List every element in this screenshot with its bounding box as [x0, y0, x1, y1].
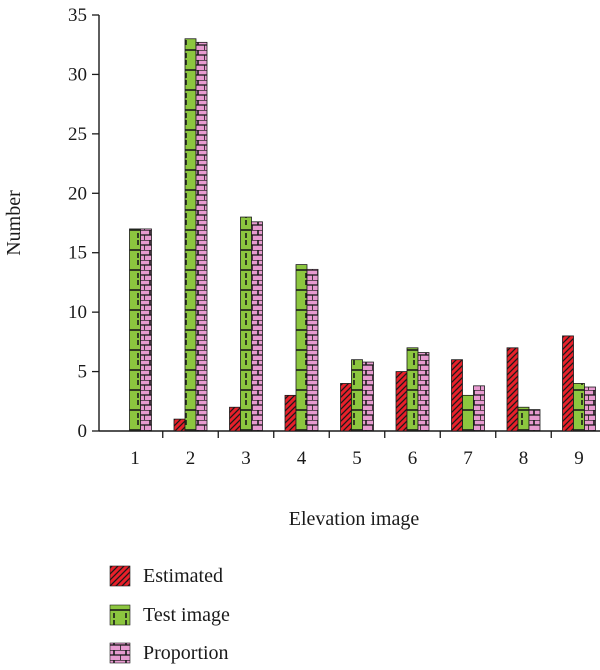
- bar-test-image-1: [129, 228, 141, 432]
- x-tick-label: 8: [519, 448, 529, 469]
- y-tick-label: 10: [68, 302, 87, 323]
- y-axis-title: Number: [3, 190, 25, 256]
- x-tick-label: 3: [241, 448, 251, 469]
- x-tick-label: 5: [352, 448, 362, 469]
- legend-label-test-image: Test image: [143, 604, 230, 626]
- bar-proportion-3: [251, 221, 263, 432]
- y-tick-label: 0: [78, 421, 88, 442]
- bar-estimated-9: [562, 335, 574, 432]
- y-tick-label: 20: [68, 183, 87, 204]
- x-tick-label: 6: [408, 448, 418, 469]
- x-tick-label: 9: [574, 448, 584, 469]
- bar-proportion-1: [140, 228, 152, 432]
- bar-test-image-4: [295, 264, 308, 432]
- y-ticks: 0 5 10 15 20 25 30 35: [68, 5, 99, 442]
- bar-estimated-6: [395, 371, 408, 432]
- y-tick-label: 25: [68, 124, 87, 145]
- bar-test-image-2: [184, 38, 197, 432]
- bar-proportion-5: [362, 361, 374, 432]
- legend-swatch-test-image: [109, 604, 131, 626]
- bar-proportion-9: [584, 386, 596, 432]
- y-tick-label: 30: [68, 64, 87, 85]
- legend: Estimated Test image Proportion: [109, 565, 230, 664]
- legend-label-estimated: Estimated: [143, 565, 223, 587]
- bars: [129, 38, 596, 432]
- bar-estimated-3: [229, 406, 241, 432]
- x-ticks: 1 2 3 4 5 6 7 8 9: [130, 431, 584, 469]
- bar-test-image-9: [573, 383, 585, 432]
- axes: [98, 15, 600, 432]
- y-tick-label: 35: [68, 5, 87, 26]
- x-tick-label: 2: [186, 448, 196, 469]
- y-tick-label: 5: [78, 362, 88, 383]
- bar-test-image-3: [240, 216, 252, 432]
- bar-test-image-6: [406, 347, 419, 432]
- x-tick-label: 1: [130, 448, 140, 469]
- legend-label-proportion: Proportion: [143, 642, 229, 664]
- bar-estimated-4: [284, 394, 297, 432]
- legend-swatch-estimated: [109, 565, 131, 587]
- bar-proportion-6: [417, 352, 430, 432]
- bar-estimated-2: [173, 418, 186, 432]
- bar-proportion-8: [528, 409, 541, 432]
- bar-estimated-5: [340, 383, 352, 432]
- bar-test-image-5: [351, 359, 363, 432]
- bar-estimated-8: [506, 347, 519, 432]
- x-tick-label: 7: [463, 448, 473, 469]
- bar-proportion-4: [306, 268, 319, 432]
- bar-proportion-7: [473, 385, 485, 432]
- bar-test-image-7: [462, 394, 474, 432]
- bar-proportion-2: [195, 41, 208, 432]
- bar-test-image-8: [517, 406, 530, 432]
- x-tick-label: 4: [297, 448, 307, 469]
- legend-swatch-proportion: [109, 642, 131, 664]
- bar-estimated-7: [451, 359, 463, 432]
- y-tick-label: 15: [68, 243, 87, 264]
- x-axis-title: Elevation image: [289, 508, 420, 530]
